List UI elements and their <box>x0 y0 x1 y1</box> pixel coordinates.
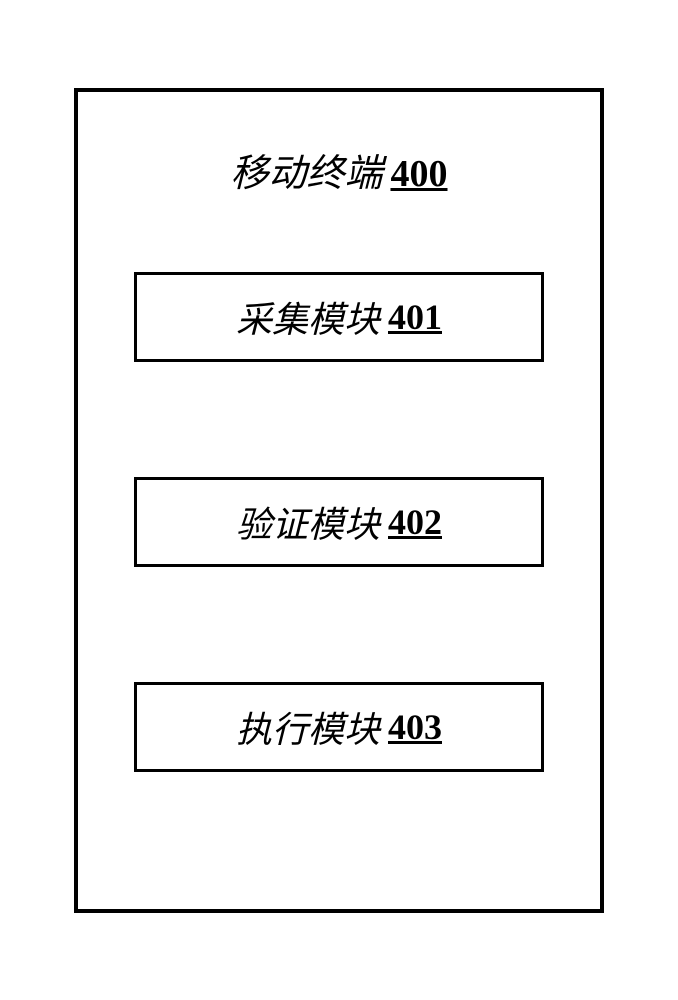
module-number: 403 <box>388 706 442 748</box>
module-number: 402 <box>388 501 442 543</box>
module-box-collection: 采集模块 401 <box>134 272 544 362</box>
title-number: 400 <box>391 152 448 196</box>
diagram-title: 移动终端 400 <box>230 142 447 197</box>
module-label: 执行模块 <box>236 701 380 753</box>
terminal-container: 移动终端 400 采集模块 401 验证模块 402 执行模块 403 <box>74 88 604 913</box>
module-label: 采集模块 <box>236 291 380 343</box>
module-box-verification: 验证模块 402 <box>134 477 544 567</box>
module-number: 401 <box>388 296 442 338</box>
module-label: 验证模块 <box>236 496 380 548</box>
title-text: 移动终端 <box>230 142 382 197</box>
module-box-execution: 执行模块 403 <box>134 682 544 772</box>
